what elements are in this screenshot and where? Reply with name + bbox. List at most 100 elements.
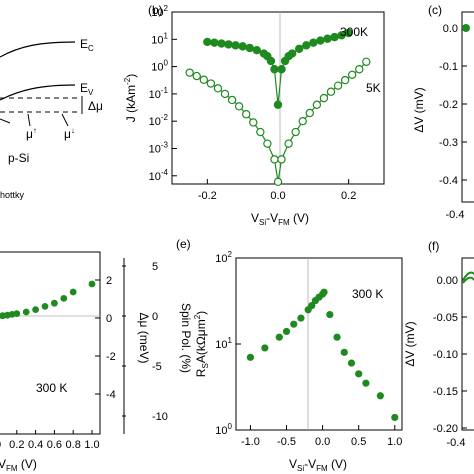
- panel-d-points: [0, 280, 96, 320]
- panel-b-point-5k: [234, 102, 244, 111]
- panel-b-point-300k: [287, 49, 297, 58]
- panel-d-xtick-label: 0.8: [66, 439, 81, 451]
- panel-e-xtick-label: 0.5: [351, 436, 366, 448]
- panel-f-ytick-label: -0.05: [433, 312, 458, 324]
- panel-d-spin-tick-label: -10: [152, 411, 168, 423]
- panel-c-ytick-label: -0.2: [439, 99, 458, 111]
- panel-e-xtick-label: 1.0: [387, 436, 402, 448]
- panel-c-ytick-label: -0.1: [439, 61, 458, 73]
- panel-c-xtick: -0.4: [446, 209, 465, 221]
- panel-b-ytick-label: 102: [151, 4, 168, 19]
- panel-f-curve-2: [462, 276, 474, 284]
- panel-e-point: [290, 320, 298, 328]
- panel-b-label: (b): [148, 3, 163, 17]
- panel-d-point: [69, 288, 77, 296]
- panel-c-chart: 0.0 -0.1 -0.2 -0.3 -0.4 ΔV (mV) -0.4: [412, 11, 474, 221]
- panel-b-point-5k: [284, 139, 293, 148]
- panel-e-point: [275, 333, 283, 341]
- panel-b-point-5k: [298, 116, 307, 126]
- panel-b-point-300k: [277, 65, 286, 74]
- panel-b-300k-label: 300K: [340, 25, 368, 39]
- panel-c-label: (c): [428, 3, 442, 17]
- conduction-band-curve: [0, 41, 76, 58]
- panel-e-frame: [235, 257, 403, 431]
- panel-d-right-tick-label: -2: [106, 351, 116, 363]
- panel-b-point-300k: [217, 39, 226, 48]
- panel-c-frame: [461, 11, 474, 203]
- panel-d-spin-pol-label: Spin Pol. (%): [179, 303, 193, 373]
- panel-d-point: [60, 295, 68, 302]
- panel-d-xlabel: VFM (V): [0, 457, 37, 473]
- panel-e-chart: 100 101 102 -1.0 -0.5 0.0 0.5 1.0 300 K RSA(kΩ…: [193, 250, 403, 473]
- panel-d-spin-tick-label: -5: [152, 361, 162, 373]
- mu-up-label: μ↑: [26, 126, 37, 141]
- mu-up-arrow: [27, 113, 31, 127]
- panel-e-temp-label: 300 K: [352, 287, 383, 301]
- mu-down-label: μ↓: [64, 126, 75, 141]
- panel-b-point-300k: [203, 37, 212, 47]
- panel-b-point-300k: [224, 40, 233, 49]
- mu-down-arrow: [61, 113, 69, 127]
- panel-d-spin-tick-label: 5: [152, 261, 158, 273]
- panel-b-point-5k: [273, 177, 283, 187]
- panel-b-point-300k: [266, 56, 276, 66]
- panel-e-label: (e): [176, 237, 191, 251]
- panel-d-right-ticks: 2 0 -2 -4 5 0 -5 -10: [95, 258, 168, 434]
- panel-b-point-300k: [245, 43, 254, 53]
- panel-e-point: [246, 353, 255, 361]
- panel-e-ytick-label: 100: [215, 422, 232, 437]
- panel-d-point: [22, 308, 30, 316]
- panel-b-point-300k: [323, 34, 332, 43]
- panel-b-point-300k: [309, 38, 318, 47]
- panel-e-point: [261, 344, 269, 352]
- panel-e-point: [333, 333, 341, 341]
- panel-b-point-5k: [305, 108, 314, 118]
- panel-d-xtick-label: 0.6: [47, 439, 62, 451]
- panel-b-point-300k: [302, 41, 311, 50]
- panel-d-chart: 2 0 -2 -4 5 0 -5 -10 0 0.2 0.4 0.6 0.81.0 300 K Δμ …: [0, 251, 193, 473]
- panel-e-point: [340, 348, 348, 356]
- panel-d-xtick-label: 1.0: [84, 439, 99, 451]
- panel-b-point-300k: [344, 28, 353, 38]
- panel-e-y-ticks: 100 101 102: [215, 250, 241, 437]
- panel-c-ytick-label: 0.0: [443, 23, 458, 35]
- panel-b-y-ticks: 10-4 10-3 10-2 10-1 100 101 102: [149, 4, 177, 183]
- panel-d-delta-mu-label: Δμ (meV): [137, 313, 151, 364]
- panel-b-point-5k: [340, 75, 350, 85]
- panel-f-ytick-label: -0.20: [433, 423, 458, 435]
- panel-b-point-5k: [227, 95, 237, 105]
- panel-c-point: [462, 24, 470, 32]
- panel-b-point-300k: [330, 32, 339, 42]
- panel-b-point-5k: [220, 89, 230, 99]
- panel-b-point-300k: [295, 44, 304, 53]
- panel-e-point: [297, 314, 305, 322]
- panel-b-point-5k: [249, 118, 258, 127]
- panel-b-point-5k: [199, 75, 208, 84]
- panel-f-ytick-label: -0.15: [433, 386, 458, 398]
- panel-b-series: [185, 28, 371, 187]
- mu-left-tick: [0, 118, 11, 124]
- panel-c-ytick-label: -0.4: [439, 175, 458, 187]
- panel-b-ytick-label: 10-1: [149, 86, 169, 101]
- panel-d-point: [13, 310, 21, 317]
- valence-band-curve: [0, 84, 76, 101]
- panel-b-point-300k: [316, 36, 325, 45]
- panel-c-ytick-label: -0.3: [439, 137, 458, 149]
- panel-b-point-5k: [213, 84, 223, 93]
- panel-c-y-ticks: 0.0 -0.1 -0.2 -0.3 -0.4: [439, 23, 467, 187]
- panel-b-point-5k: [270, 155, 279, 164]
- panel-e-point: [347, 359, 356, 367]
- ec-label: EC: [80, 37, 94, 53]
- panel-b-xlabel: VSi-VFM (V): [251, 211, 309, 227]
- panel-f-y-ticks: 0.00 -0.05 -0.10 -0.15 -0.20: [433, 275, 467, 435]
- p-si-label: p-Si: [8, 151, 29, 165]
- panel-b-ytick-label: 10-3: [149, 140, 169, 155]
- panel-d-point: [32, 306, 39, 313]
- panel-b-5k-label: 5K: [366, 81, 381, 95]
- panel-b-xtick-label: 0.2: [341, 190, 356, 202]
- panel-b-chart: 10-4 10-3 10-2 10-1 100 101 102 -0.2 0.0 0.2 300…: [123, 4, 385, 227]
- panel-b-ytick-label: 10-2: [149, 113, 169, 128]
- panel-e-series: [246, 288, 399, 422]
- panel-d-xtick-label: 0: [0, 439, 1, 451]
- panel-d-frame: [0, 251, 101, 435]
